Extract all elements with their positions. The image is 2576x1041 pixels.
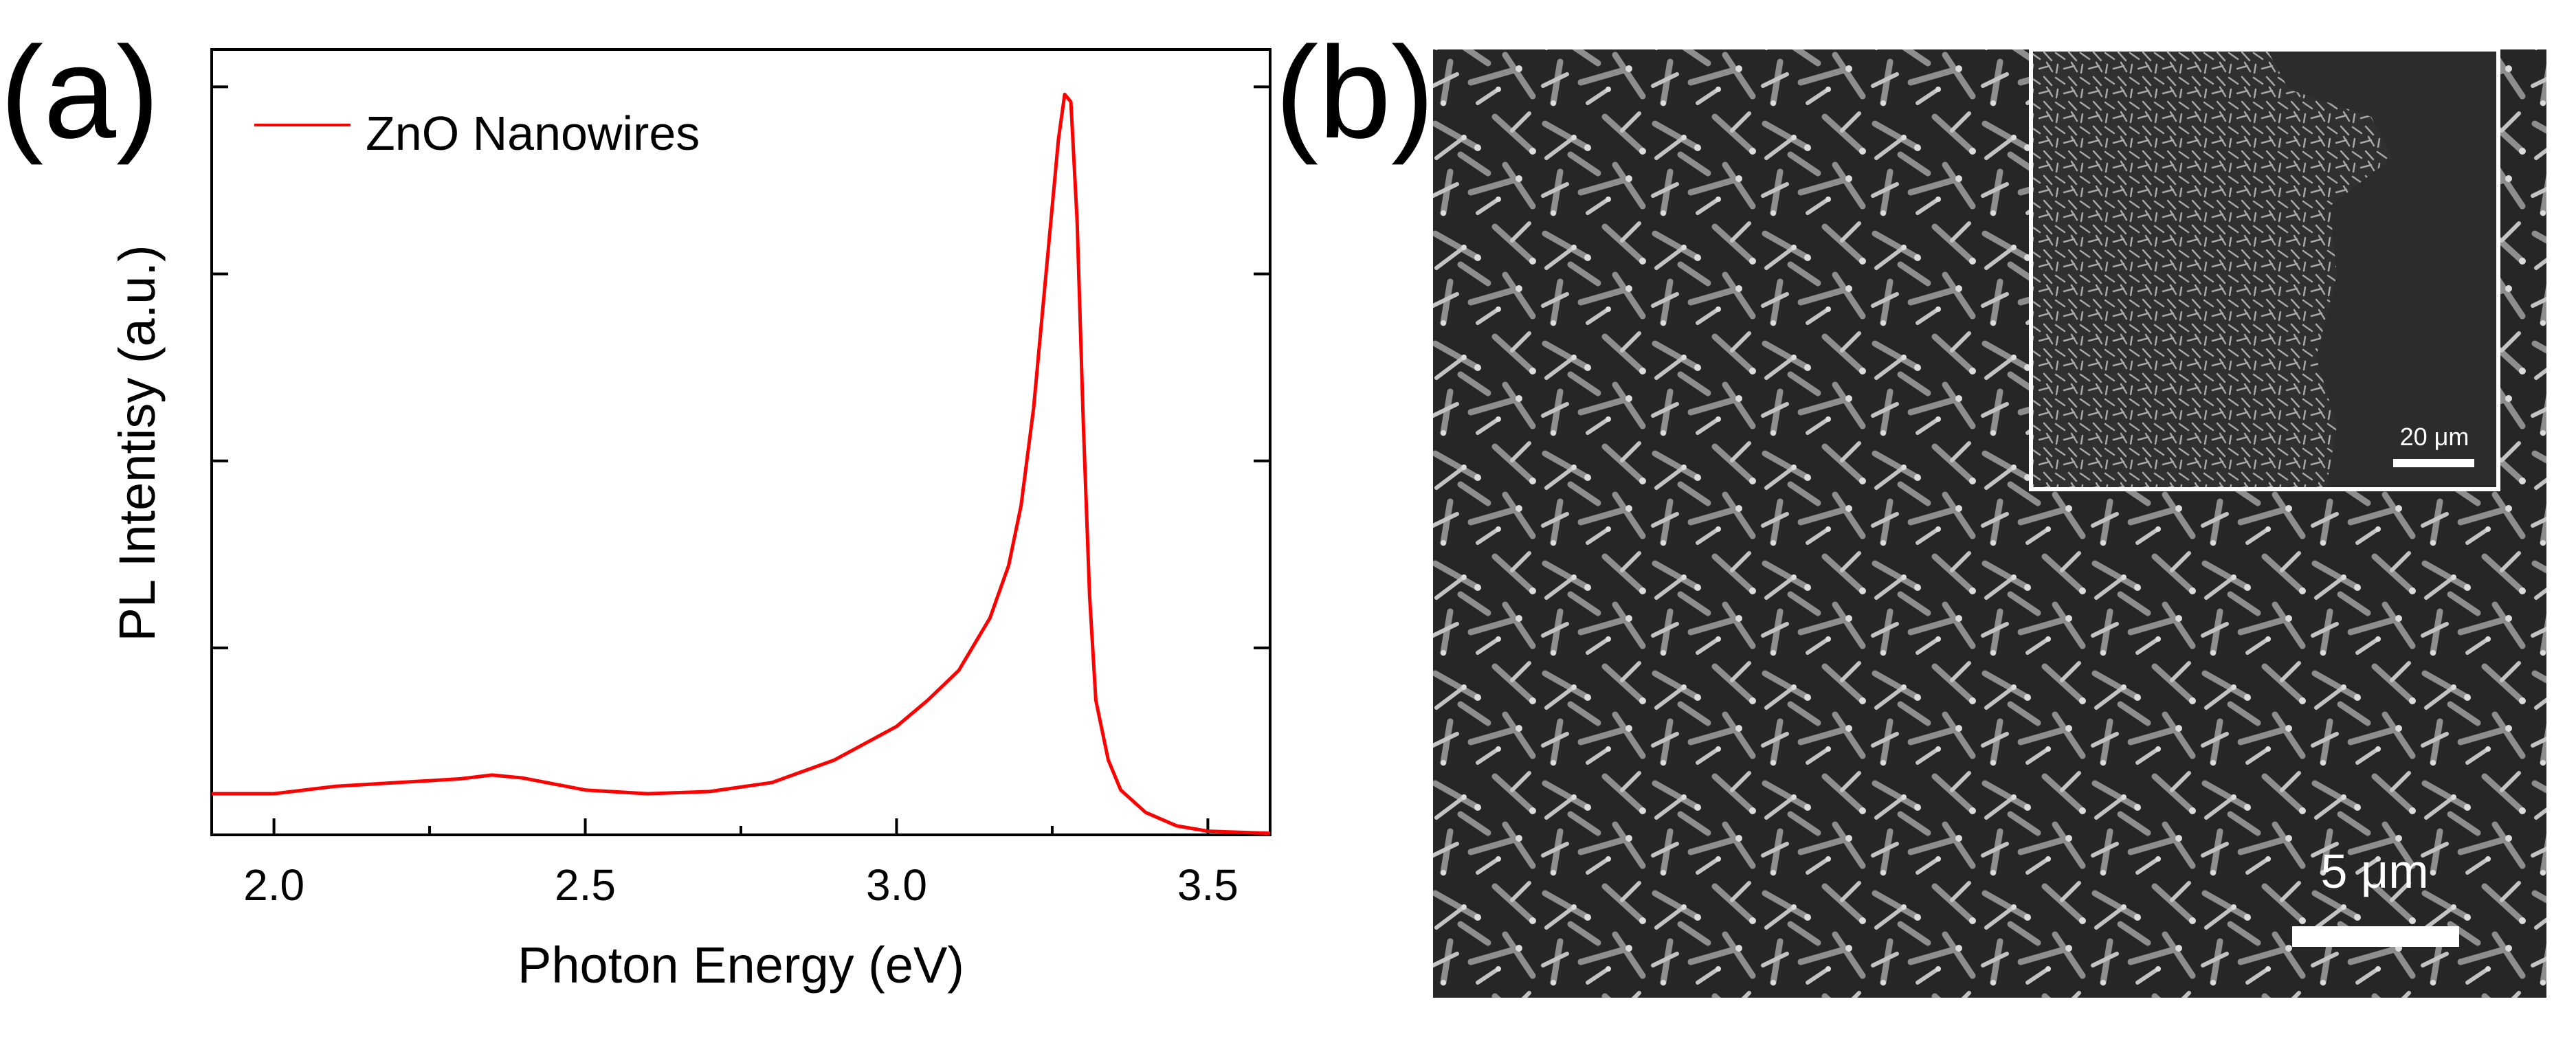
x-tick-label: 2.5 — [555, 860, 616, 910]
legend-label: ZnO Nanowires — [366, 107, 700, 160]
scale-bar — [2292, 926, 2459, 947]
x-tick-label: 3.0 — [866, 860, 927, 910]
inset-nanowire-region — [2033, 52, 2392, 487]
sem-image-panel: (b) 20 μm 5 μm — [1275, 20, 2546, 998]
legend: ZnO Nanowires — [254, 107, 700, 160]
x-axis-tick-labels: 2.0 2.5 3.0 3.5 — [243, 860, 1239, 910]
scale-bar-label: 5 μm — [2320, 844, 2428, 898]
y-axis-ticks — [212, 85, 1270, 836]
x-tick-label: 3.5 — [1177, 860, 1239, 910]
x-tick-label: 2.0 — [243, 860, 304, 910]
plot-frame — [210, 48, 1272, 836]
data-series — [212, 92, 1271, 836]
x-axis-label: Photon Energy (eV) — [518, 937, 964, 994]
inset-scale-bar — [2393, 459, 2474, 467]
series-line — [212, 92, 1271, 836]
y-axis-label: PL Intentisy (a.u.) — [109, 245, 166, 641]
panel-a-label: (a) — [0, 20, 159, 166]
inset-scale-bar-label: 20 μm — [2400, 423, 2469, 451]
sem-inset: 20 μm — [2029, 47, 2500, 491]
pl-spectrum-chart: (a) 2.0 2.5 3.0 3.5 ZnO Nanowires Photon En… — [0, 20, 1272, 994]
x-axis-ticks — [272, 818, 1210, 835]
panel-b-label: (b) — [1275, 20, 1434, 166]
